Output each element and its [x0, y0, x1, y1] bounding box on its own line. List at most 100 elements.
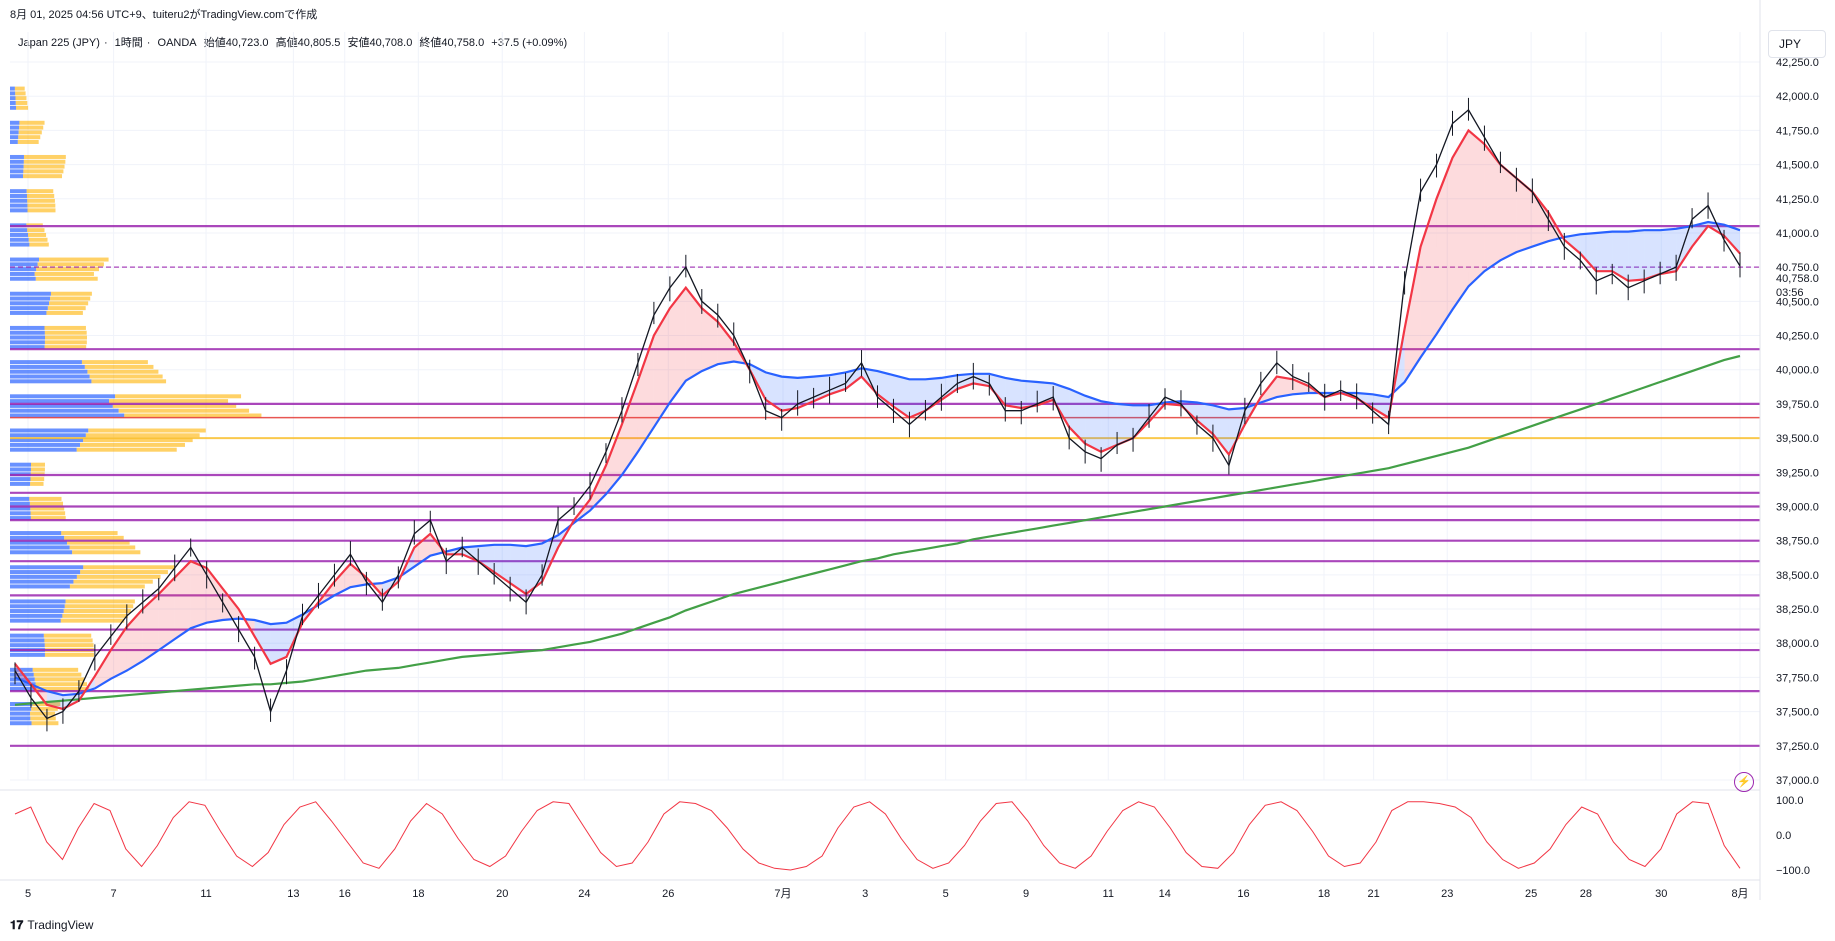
volume-bar-blue	[10, 570, 81, 575]
x-tick-label: 20	[496, 888, 508, 900]
volume-bar-yellow	[37, 262, 104, 267]
y-tick-label: 39,500.0	[1776, 433, 1819, 445]
x-tick-label: 11	[1103, 888, 1114, 900]
ema-fill-segment	[1228, 408, 1245, 455]
ema-fill-segment	[621, 380, 638, 476]
volume-bar-yellow	[27, 208, 56, 213]
volume-bar-blue	[10, 296, 51, 301]
y-tick-label: 42,250.0	[1776, 57, 1819, 69]
volume-bar-blue	[10, 91, 16, 96]
volume-bar-blue	[10, 232, 29, 237]
y-tick-label: 39,750.0	[1776, 399, 1819, 411]
volume-bar-yellow	[43, 633, 92, 638]
x-tick-label: 26	[662, 888, 674, 900]
legend-open: 始値40,723.0	[203, 37, 269, 49]
ema-fill-segment	[1085, 395, 1102, 452]
volume-bar-yellow	[44, 340, 87, 345]
volume-bar-blue	[10, 501, 30, 506]
volume-bar-yellow	[26, 189, 54, 194]
volume-bar-yellow	[50, 296, 91, 301]
ema-fill-segment	[542, 535, 559, 582]
volume-bar-yellow	[36, 267, 99, 272]
volume-bar-yellow	[36, 687, 90, 692]
legend-symbol[interactable]: Japan 225 (JPY)	[18, 37, 100, 49]
ema-fill-segment	[1101, 401, 1118, 452]
volume-bar-blue	[10, 125, 20, 130]
x-tick-label: 5	[25, 888, 31, 900]
volume-bar-yellow	[47, 306, 86, 311]
volume-bar-blue	[10, 618, 61, 623]
ema-fill-segment	[1356, 392, 1373, 409]
ema-fill-segment	[334, 563, 351, 596]
volume-bar-yellow	[29, 496, 62, 501]
ema-fill-segment	[1404, 246, 1421, 383]
volume-bar-yellow	[76, 447, 177, 452]
volume-bar-blue	[10, 540, 67, 545]
volume-bar-yellow	[32, 667, 79, 672]
ema-fill-segment	[1468, 130, 1485, 287]
y-tick-label: 37,000.0	[1776, 775, 1819, 787]
volume-profile	[10, 86, 262, 726]
x-tick-label: 28	[1580, 888, 1592, 900]
volume-bar-yellow	[18, 130, 42, 135]
volume-bar-blue	[10, 706, 32, 711]
volume-bar-yellow	[60, 618, 125, 623]
brand-name: TradingView	[27, 918, 94, 932]
volume-bar-yellow	[27, 193, 55, 198]
ema-fill-segment	[494, 544, 511, 584]
legend-interval[interactable]: 1時間	[114, 37, 143, 49]
ema-fill-segment	[478, 544, 495, 573]
volume-bar-yellow	[64, 535, 124, 540]
y-tick-label: 38,250.0	[1776, 604, 1819, 616]
volume-bar-yellow	[65, 599, 135, 604]
volume-bar-blue	[10, 86, 15, 91]
volume-bar-blue	[10, 198, 28, 203]
volume-bar-yellow	[18, 135, 41, 140]
ema-fill-segment	[1724, 224, 1740, 254]
currency-button[interactable]: JPY	[1768, 30, 1826, 58]
volume-bar-yellow	[19, 125, 44, 130]
volume-bar-yellow	[69, 584, 145, 589]
volume-bar-yellow	[15, 96, 27, 101]
lightning-icon[interactable]: ⚡	[1734, 772, 1754, 792]
volume-bar-yellow	[124, 413, 262, 418]
y-tick-label: 40,250.0	[1776, 331, 1819, 343]
volume-bar-blue	[10, 545, 70, 550]
y-tick-label: 41,000.0	[1776, 228, 1819, 240]
price-axis[interactable]: 37,000.0 37,250.0 37,500.0 37,750.0 38,000.0…	[1759, 0, 1819, 900]
volume-bar-yellow	[23, 159, 66, 164]
volume-bar-blue	[10, 100, 16, 105]
ema-fill-segment	[158, 577, 175, 651]
x-tick-label: 5	[943, 888, 949, 900]
osc-tick-label: 100.0	[1776, 795, 1804, 807]
oscillator-pane: 100.0 0.0 −100.0	[14, 795, 1810, 877]
volume-bar-yellow	[44, 652, 94, 657]
volume-bar-blue	[10, 360, 82, 365]
volume-bar-blue	[10, 687, 37, 692]
volume-bar-yellow	[31, 706, 58, 711]
volume-bar-blue	[10, 135, 19, 140]
ema-fill-segment	[893, 375, 910, 418]
time-axis[interactable]: 5 7 11 13 16 18 20 24 26 7月 3 5 9 11 14 16 18 21 23 25 28 30 8…	[0, 789, 1760, 900]
volume-bar-blue	[10, 413, 125, 418]
volume-bar-yellow	[61, 531, 118, 536]
volume-bar-blue	[10, 428, 89, 433]
ema-fill-segment	[701, 308, 718, 372]
volume-bar-yellow	[30, 462, 45, 467]
volume-bar-yellow	[28, 237, 48, 242]
x-tick-label: 18	[412, 888, 424, 900]
volume-bar-yellow	[88, 428, 206, 433]
y-tick-label: 39,250.0	[1776, 467, 1819, 479]
volume-bar-yellow	[27, 198, 55, 203]
volume-bar-blue	[10, 511, 31, 516]
volume-bar-blue	[10, 228, 28, 233]
volume-bar-yellow	[19, 120, 45, 125]
ema-fill-segment	[685, 287, 702, 381]
volume-bar-yellow	[27, 203, 56, 208]
volume-bar-blue	[10, 301, 50, 306]
tv-logo-icon: 𝟏𝟕	[10, 918, 24, 932]
volume-bar-blue	[10, 613, 63, 618]
x-tick-label: 9	[1023, 888, 1029, 900]
currency-label: JPY	[1778, 37, 1801, 51]
